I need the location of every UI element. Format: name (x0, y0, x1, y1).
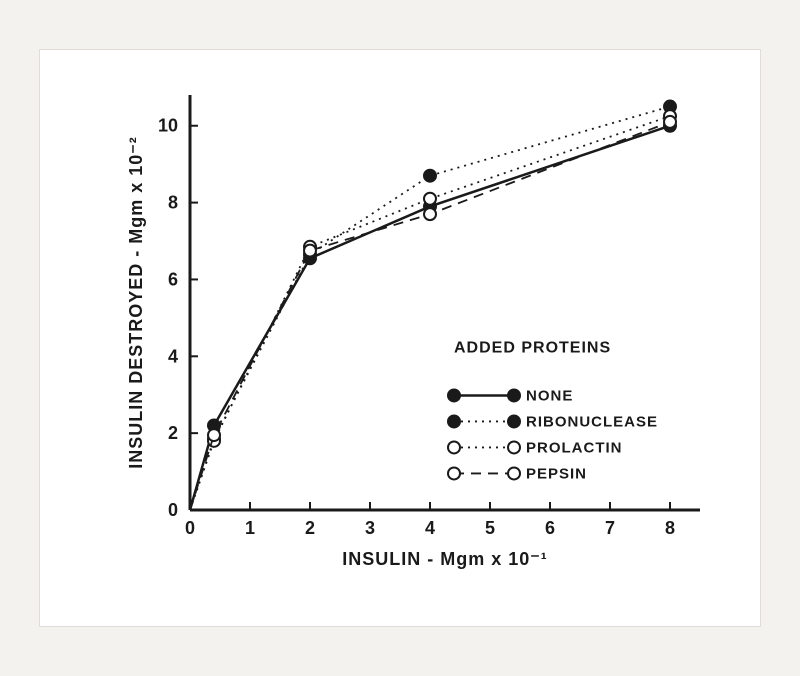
legend-label-prolactin: PROLACTIN (526, 439, 623, 456)
x-axis-label: INSULIN - Mgm x 10⁻¹ (342, 549, 548, 569)
series-marker-pepsin (424, 208, 436, 220)
page-root: 0 1 2 3 4 5 6 7 8 0 2 4 6 8 10 INSULIN - Mgm x 10⁻¹ INSU… (0, 0, 800, 676)
legend-marker-prolactin (448, 441, 460, 453)
x-tick-label: 3 (365, 518, 375, 538)
legend-marker-pepsin (448, 467, 460, 479)
legend-marker-ribonuclease (508, 415, 520, 427)
y-tick-label: 6 (168, 269, 178, 289)
x-tick-label: 5 (485, 518, 495, 538)
legend-marker-none (508, 389, 520, 401)
y-axis-label: INSULIN DESTROYED - Mgm x 10⁻² (126, 136, 146, 469)
x-tick-label: 1 (245, 518, 255, 538)
photo-frame: 0 1 2 3 4 5 6 7 8 0 2 4 6 8 10 INSULIN - Mgm x 10⁻¹ INSU… (40, 50, 760, 626)
x-tick-label: 0 (185, 518, 195, 538)
y-tick-label: 0 (168, 500, 178, 520)
legend-label-pepsin: PEPSIN (526, 465, 587, 482)
legend-marker-prolactin (508, 441, 520, 453)
series-marker-pepsin (664, 116, 676, 128)
series-marker-pepsin (208, 429, 220, 441)
legend-marker-pepsin (508, 467, 520, 479)
x-tick-label: 4 (425, 518, 435, 538)
x-tick-label: 6 (545, 518, 555, 538)
y-tick-label: 8 (168, 193, 178, 213)
y-tick-label: 4 (168, 346, 178, 366)
chart-container: 0 1 2 3 4 5 6 7 8 0 2 4 6 8 10 INSULIN - Mgm x 10⁻¹ INSU… (120, 80, 720, 580)
series-marker-ribonuclease (424, 170, 436, 182)
legend-marker-ribonuclease (448, 415, 460, 427)
insulin-chart: 0 1 2 3 4 5 6 7 8 0 2 4 6 8 10 INSULIN - Mgm x 10⁻¹ INSU… (120, 80, 720, 580)
series-marker-pepsin (304, 245, 316, 257)
series-marker-prolactin (424, 193, 436, 205)
legend-title: ADDED PROTEINS (454, 339, 611, 356)
legend-label-none: NONE (526, 387, 573, 404)
legend-marker-none (448, 389, 460, 401)
x-tick-label: 7 (605, 518, 615, 538)
y-tick-label: 2 (168, 423, 178, 443)
x-tick-label: 2 (305, 518, 315, 538)
x-tick-label: 8 (665, 518, 675, 538)
legend-label-ribonuclease: RIBONUCLEASE (526, 413, 658, 430)
y-tick-label: 10 (158, 116, 178, 136)
